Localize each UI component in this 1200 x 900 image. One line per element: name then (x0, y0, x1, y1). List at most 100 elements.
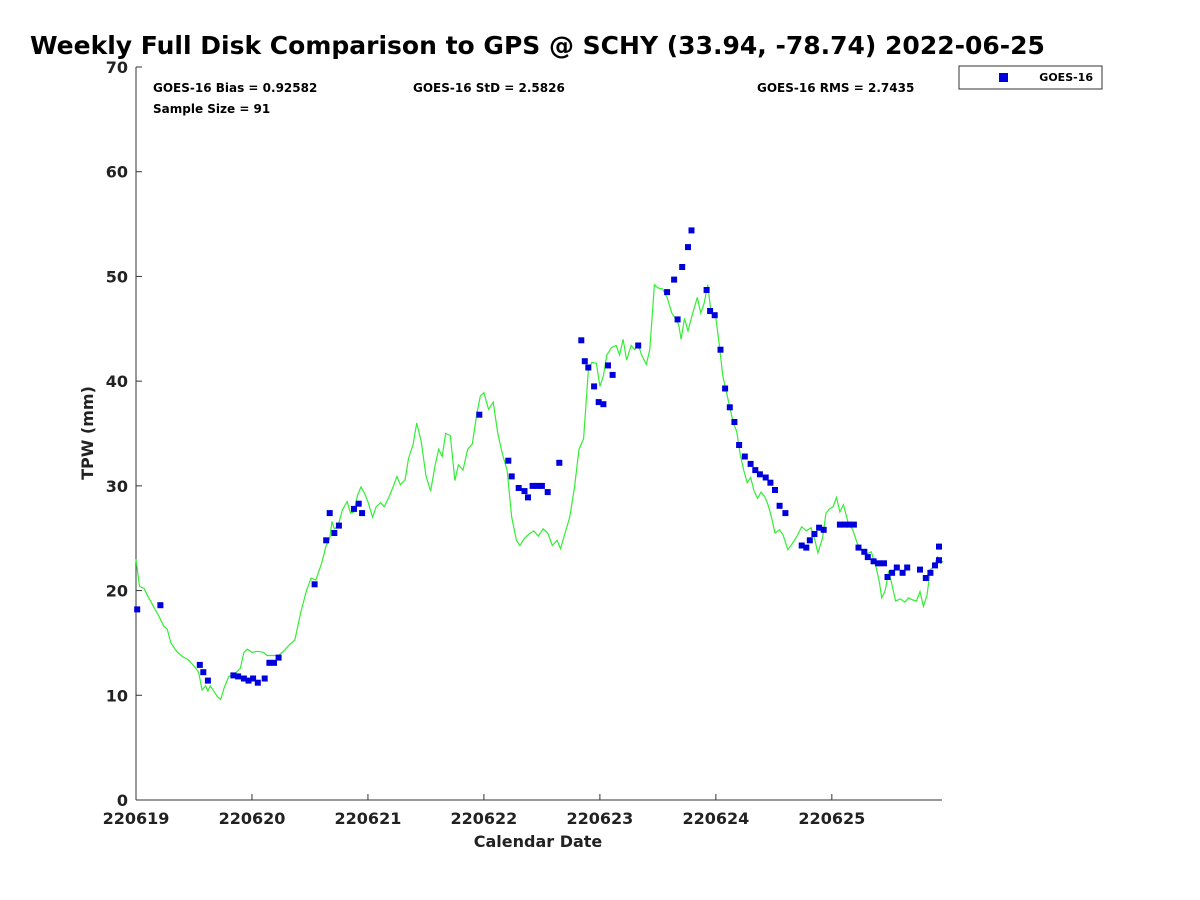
bias-stat: GOES-16 Bias = 0.92582 (153, 81, 317, 95)
goes-16-point (893, 564, 900, 571)
goes-16-point (679, 264, 686, 270)
goes-16-point (674, 316, 681, 323)
goes-16-point (578, 337, 585, 344)
gps-series (135, 283, 944, 701)
goes-16-point (521, 488, 528, 495)
goes-16-point (204, 677, 211, 684)
goes-16-point (717, 346, 724, 353)
goes-16-point (326, 510, 333, 517)
goes-16-point (864, 554, 871, 561)
goes-16-point (904, 564, 911, 571)
goes-16-point (556, 459, 563, 466)
goes-16-point (936, 557, 942, 564)
goes-16-point (230, 672, 237, 679)
goes-16-point (685, 244, 691, 251)
goes-16-point (311, 581, 318, 588)
goes-16-point (235, 673, 242, 680)
goes-16-point (899, 569, 906, 576)
goes-16-point (476, 411, 483, 418)
gps-line (135, 283, 944, 701)
goes-16-point (595, 399, 602, 406)
goes-16-point (922, 575, 929, 581)
goes-16-point (664, 289, 671, 296)
goes-16-point (850, 521, 857, 528)
y-tick-label: 50 (106, 267, 128, 286)
goes-16-point (240, 675, 247, 682)
goes-16-point (841, 521, 848, 528)
goes-16-point (776, 502, 783, 509)
goes-16-point (331, 530, 338, 536)
goes-16-point (261, 675, 268, 682)
goes-16-point (600, 401, 607, 408)
goes-16-point (820, 526, 827, 533)
goes-16-point (359, 510, 366, 517)
legend-marker-goes-16 (999, 73, 1008, 82)
goes-16-point (803, 544, 810, 551)
goes-16-point (534, 482, 541, 489)
goes-16-point (355, 500, 362, 507)
goes-16-point (271, 659, 277, 666)
goes-16-point (917, 566, 923, 573)
goes-16-point (671, 276, 678, 283)
goes-16-point (836, 521, 843, 528)
goes-16-point (756, 471, 763, 478)
std-stat: GOES-16 StD = 2.5826 (413, 81, 565, 95)
goes-16-point (870, 558, 877, 565)
goes-16-point (200, 669, 207, 676)
y-tick-label: 40 (106, 372, 128, 391)
x-tick-label: 220619 (103, 809, 170, 828)
goes-16-series (134, 227, 942, 686)
goes-16-point (806, 537, 813, 544)
goes-16-point (722, 385, 729, 392)
x-axis-ticks: 220619 220620 220621 220622 220623 220624 2206… (103, 794, 865, 828)
goes-16-point (266, 659, 273, 666)
goes-16-point (275, 654, 282, 661)
goes-16-point (254, 679, 261, 686)
goes-16-point (245, 677, 252, 684)
goes-16-point (581, 358, 588, 365)
goes-16-point (816, 524, 823, 531)
goes-16-point (134, 606, 141, 613)
y-axis-ticks: 0 10 20 30 40 50 60 70 (106, 58, 142, 810)
goes-16-point (609, 371, 616, 378)
sample-size-stat: Sample Size = 91 (153, 102, 270, 116)
y-tick-label: 70 (106, 58, 128, 77)
goes-16-point (884, 574, 891, 580)
goes-16-point (250, 675, 257, 682)
goes-16-point (515, 485, 522, 491)
goes-16-point (936, 543, 942, 550)
goes-16-point (861, 548, 868, 555)
x-tick-label: 220621 (335, 809, 402, 828)
x-tick-label: 220623 (566, 809, 633, 828)
goes-16-point (767, 479, 774, 486)
goes-16-point (875, 560, 882, 567)
x-tick-label: 220620 (219, 809, 286, 828)
goes-16-point (591, 383, 598, 390)
goes-16-point (711, 312, 718, 319)
goes-16-point (741, 453, 748, 460)
goes-16-point (707, 308, 714, 314)
plot-area (135, 67, 942, 801)
goes-16-point (731, 419, 738, 425)
x-tick-label: 220625 (798, 809, 865, 828)
goes-16-point (881, 560, 887, 567)
goes-16-point (782, 510, 789, 517)
goes-16-point (932, 562, 938, 569)
goes-16-point (752, 467, 759, 474)
x-tick-label: 220622 (451, 809, 518, 828)
y-tick-label: 30 (106, 477, 128, 496)
goes-16-point (855, 544, 862, 551)
y-tick-label: 20 (106, 582, 128, 601)
x-tick-label: 220624 (682, 809, 749, 828)
goes-16-point (927, 569, 934, 576)
goes-16-point (811, 531, 818, 537)
goes-16-point (196, 661, 203, 668)
goes-16-point (889, 569, 896, 576)
chart-title: Weekly Full Disk Comparison to GPS @ SCH… (30, 31, 1045, 60)
goes-16-point (762, 474, 769, 481)
goes-16-point (726, 404, 733, 411)
goes-16-point (538, 482, 545, 489)
goes-16-point (798, 542, 805, 549)
goes-16-point (703, 287, 710, 293)
